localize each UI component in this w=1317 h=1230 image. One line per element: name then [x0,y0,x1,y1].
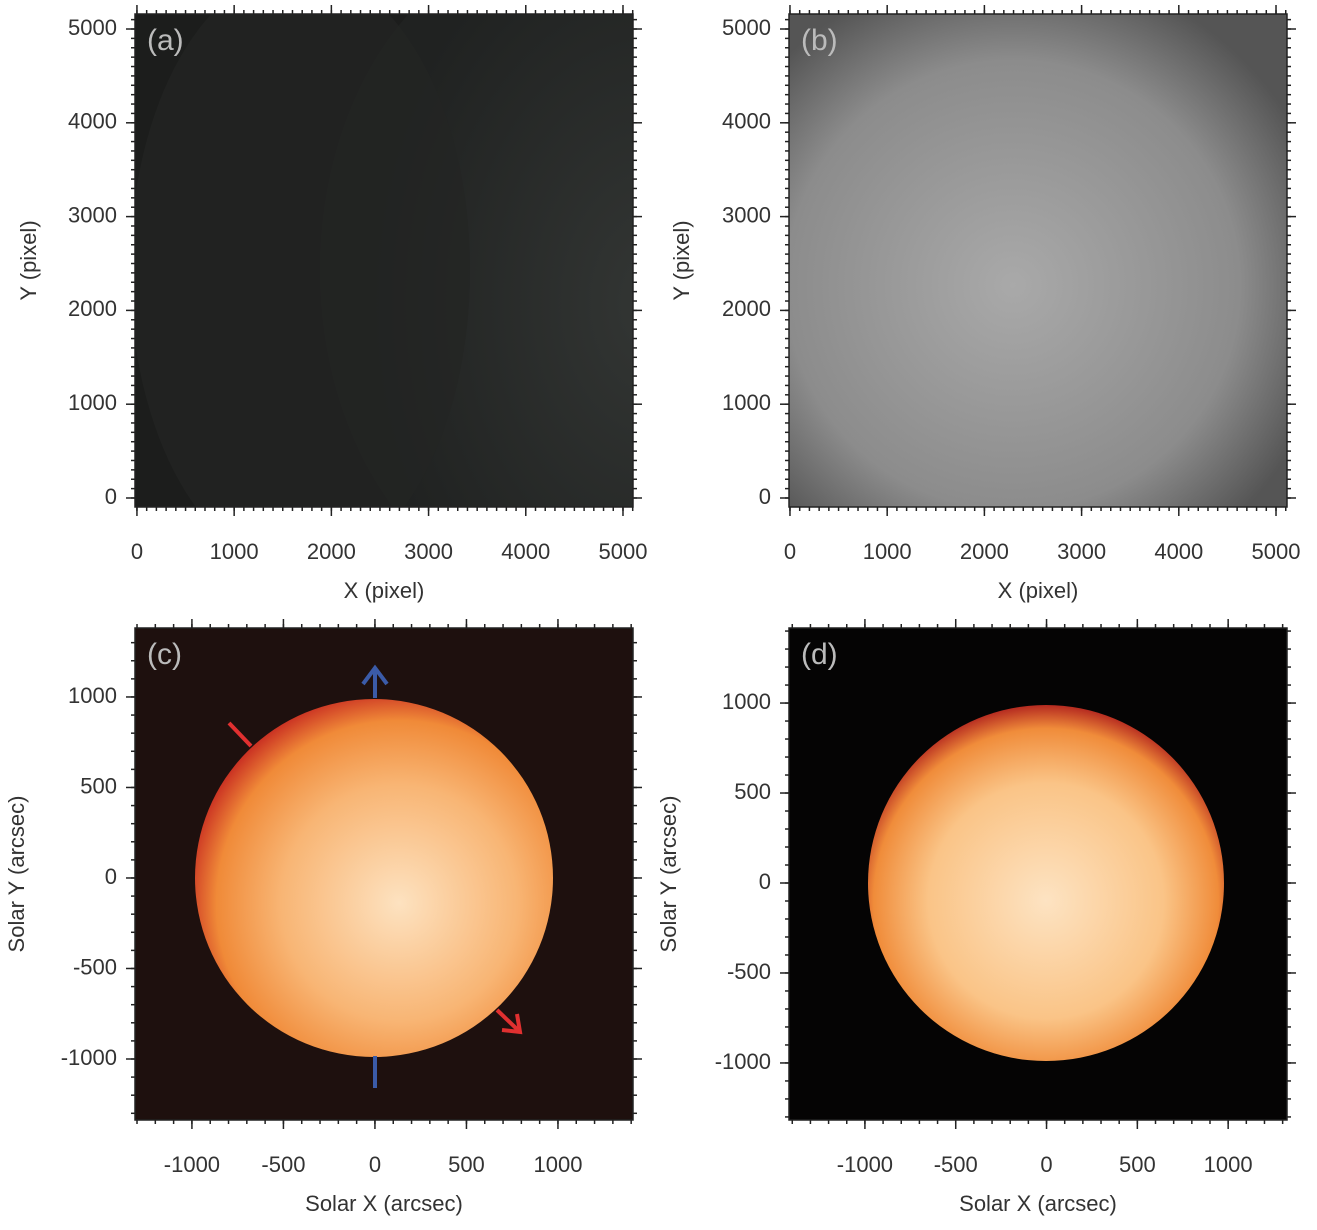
panel-label: (b) [801,24,838,57]
image-a [135,14,633,507]
x-tick-label: 1000 [863,539,912,564]
x-axis-label: X (pixel) [344,578,425,603]
x-tick-label: 0 [369,1152,381,1177]
x-tick-label: 1000 [210,539,259,564]
y-tick-label: 3000 [722,202,771,227]
x-tick-label: 2000 [307,539,356,564]
x-tick-label: 0 [131,539,143,564]
y-axis-label: Solar Y (arcsec) [656,796,681,953]
plot-frame [788,13,1288,508]
x-tick-label: 4000 [1154,539,1203,564]
y-tick-label: 2000 [722,296,771,321]
x-tick-label: 500 [448,1152,485,1177]
y-tick-label: 0 [759,869,771,894]
y-tick-label: 1000 [68,683,117,708]
image-d [789,628,1287,1120]
y-tick-label: 3000 [68,202,117,227]
y-tick-label: 1000 [722,689,771,714]
y-tick-label: 500 [734,779,771,804]
x-tick-label: 500 [1119,1152,1156,1177]
y-tick-label: 500 [80,773,117,798]
x-axis-label: X (pixel) [998,578,1079,603]
x-tick-label: 2000 [960,539,1009,564]
x-tick-label: 5000 [1252,539,1301,564]
y-axis-label: Y (pixel) [16,220,41,300]
y-axis-label: Solar Y (arcsec) [4,796,29,953]
y-axis-label: Y (pixel) [669,220,694,300]
x-axis-label: Solar X (arcsec) [959,1191,1117,1216]
x-tick-label: 1000 [533,1152,582,1177]
x-tick-label: -1000 [837,1152,893,1177]
x-tick-label: 5000 [599,539,648,564]
image-b [789,14,1287,507]
y-tick-label: 1000 [722,390,771,415]
y-tick-label: 0 [759,484,771,509]
image-c [135,628,633,1120]
x-tick-label: -500 [261,1152,305,1177]
x-tick-label: 0 [1040,1152,1052,1177]
y-tick-label: -500 [727,959,771,984]
plot-frame [134,627,634,1121]
y-tick-label: 1000 [68,390,117,415]
x-axis-label: Solar X (arcsec) [305,1191,463,1216]
panel-label: (a) [147,24,184,57]
plot-frame [134,13,634,508]
y-tick-label: -500 [73,954,117,979]
y-tick-label: 2000 [68,296,117,321]
x-tick-label: -500 [934,1152,978,1177]
y-tick-label: 5000 [722,15,771,40]
plot-frame [788,627,1288,1121]
panel-label: (d) [801,638,838,671]
y-tick-label: -1000 [61,1045,117,1070]
y-tick-label: 0 [105,484,117,509]
x-tick-label: 0 [784,539,796,564]
y-tick-label: 4000 [68,109,117,134]
panel-label: (c) [147,638,182,671]
y-tick-label: -1000 [715,1049,771,1074]
x-tick-label: 3000 [404,539,453,564]
x-tick-label: -1000 [164,1152,220,1177]
y-tick-label: 5000 [68,15,117,40]
x-tick-label: 1000 [1204,1152,1253,1177]
y-tick-label: 4000 [722,109,771,134]
y-tick-label: 0 [105,864,117,889]
x-tick-label: 3000 [1057,539,1106,564]
x-tick-label: 4000 [501,539,550,564]
